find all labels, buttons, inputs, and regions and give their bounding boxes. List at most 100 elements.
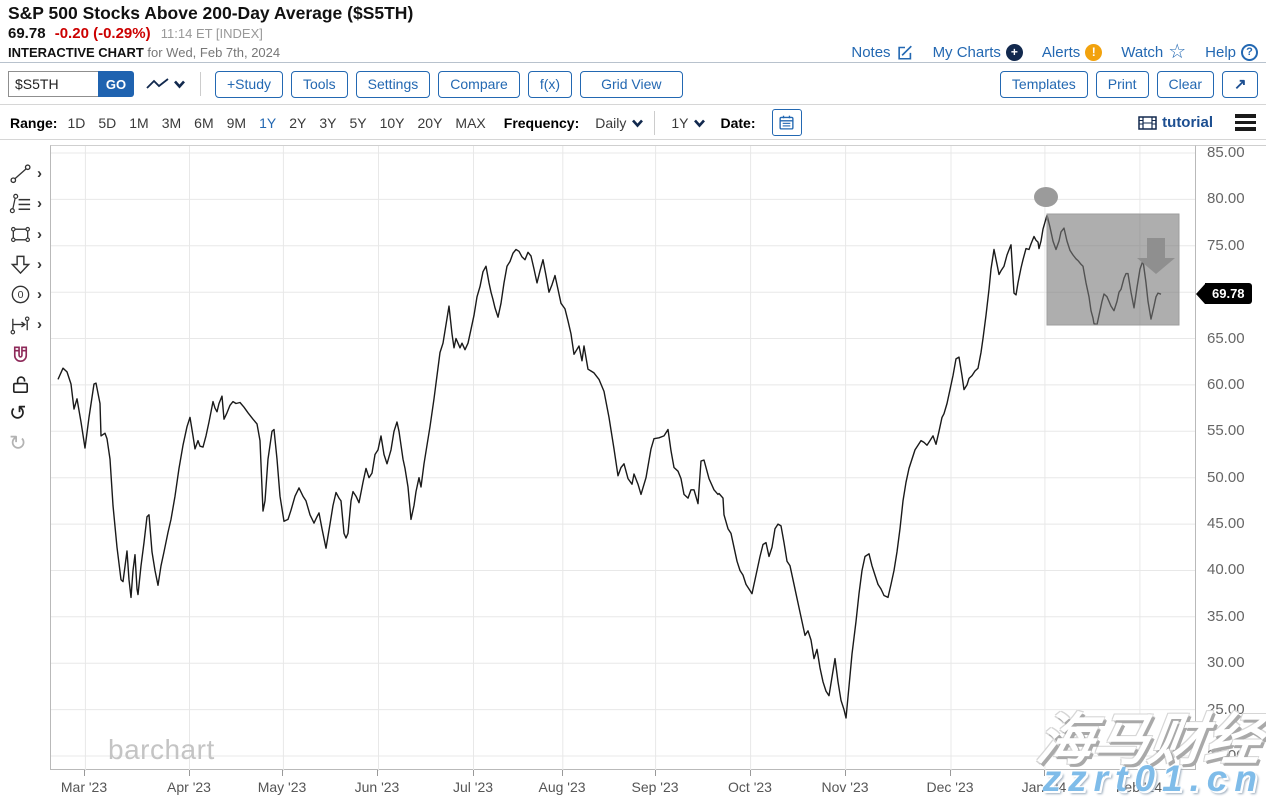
tools-button[interactable]: Tools: [290, 70, 348, 98]
x-axis-tick: [562, 770, 563, 776]
tutorial-link[interactable]: tutorial: [1138, 114, 1213, 131]
toolbar-buttons: +Study Tools Settings Compare f(x) Grid View: [215, 70, 683, 98]
frequency-dropdown[interactable]: Daily: [589, 115, 644, 131]
measure-tool[interactable]: ›: [9, 313, 42, 336]
range-option-9m[interactable]: 9M: [226, 114, 247, 131]
date-picker-button[interactable]: [771, 109, 802, 136]
popout-arrow-icon: ↗: [1234, 76, 1247, 93]
header-link-notes[interactable]: Notes: [851, 43, 913, 61]
x-axis-label: Mar '23: [60, 779, 108, 795]
x-axis-tick: [1044, 770, 1045, 776]
svg-text:0: 0: [18, 289, 24, 301]
film-icon: [1138, 115, 1157, 130]
arrow-tool[interactable]: ›: [9, 253, 42, 276]
annotation-tool[interactable]: 0 ›: [9, 283, 42, 306]
range-option-1y[interactable]: 1Y: [259, 114, 277, 131]
frequency-label: Frequency:: [503, 114, 580, 131]
plus-circle-icon: +: [1005, 43, 1023, 61]
settings-button[interactable]: Settings: [355, 70, 431, 98]
header-link-alerts[interactable]: Alerts!: [1042, 43, 1103, 61]
y-axis[interactable]: 85.0080.0075.0070.0065.0060.0055.0050.00…: [1195, 144, 1266, 770]
compare-button[interactable]: Compare: [438, 70, 520, 98]
y-axis-label: 35.00: [1207, 607, 1245, 625]
quote-line: 69.78 -0.20 (-0.29%) 11:14 ET [INDEX]: [8, 25, 263, 42]
chevron-down-icon: [632, 119, 644, 127]
header-link-help[interactable]: Help?: [1205, 43, 1258, 61]
menu-icon[interactable]: [1235, 114, 1256, 131]
fibonacci-tool-icon: [9, 192, 32, 215]
y-axis-label: 55.00: [1207, 422, 1245, 440]
templates-button[interactable]: Templates: [999, 70, 1088, 98]
symbol-input[interactable]: [8, 71, 98, 97]
line-chart-icon: [146, 78, 169, 89]
header-link-my-charts[interactable]: My Charts +: [933, 43, 1023, 61]
print-button[interactable]: Print: [1095, 70, 1149, 98]
last-price-tag: 69.78: [1196, 283, 1252, 305]
page-title: S&P 500 Stocks Above 200-Day Average ($S…: [8, 3, 414, 23]
fibonacci-tool[interactable]: ›: [9, 192, 42, 215]
help-icon: ?: [1241, 43, 1258, 61]
clear-button[interactable]: Clear: [1156, 70, 1214, 98]
range-option-1d[interactable]: 1D: [67, 114, 86, 131]
x-axis-label: Apr '23: [167, 779, 211, 795]
range-option-2y[interactable]: 2Y: [289, 114, 307, 131]
trendline-tool-icon: [9, 162, 32, 185]
annotation-down-arrow-icon[interactable]: [1137, 238, 1175, 274]
shape-tool[interactable]: ›: [9, 223, 42, 246]
submenu-chevron-icon: ›: [37, 256, 42, 273]
x-axis-label: Jun '23: [354, 779, 400, 795]
undo-tool[interactable]: ↺: [9, 403, 27, 425]
chevron-down-icon: [694, 119, 706, 127]
range-option-3m[interactable]: 3M: [161, 114, 182, 131]
price-line: [57, 214, 1162, 719]
grid-view-button[interactable]: Grid View: [580, 70, 683, 98]
y-axis-label: 20.00: [1207, 746, 1245, 764]
x-axis-tick: [845, 770, 846, 776]
-study-button[interactable]: +Study: [215, 70, 283, 98]
range-option-5d[interactable]: 5D: [98, 114, 117, 131]
period-dropdown[interactable]: 1Y: [665, 115, 706, 131]
annotation-circle-marker[interactable]: [1034, 187, 1058, 207]
range-option-5y[interactable]: 5Y: [349, 114, 367, 131]
trendline-tool[interactable]: ›: [9, 162, 42, 185]
x-axis-label: Jul '23: [452, 779, 494, 795]
magnet-tool[interactable]: [9, 343, 32, 366]
calendar-icon: [779, 115, 794, 130]
y-axis-label: 65.00: [1207, 329, 1245, 347]
barchart-watermark: barchart: [108, 734, 215, 765]
plot-area[interactable]: barchart: [50, 145, 1196, 771]
last-price: 69.78: [8, 25, 46, 42]
y-axis-label: 75.00: [1207, 236, 1245, 254]
range-option-10y[interactable]: 10Y: [379, 114, 405, 131]
submenu-chevron-icon: ›: [37, 165, 42, 182]
x-axis-tick: [750, 770, 751, 776]
range-option-1m[interactable]: 1M: [129, 114, 149, 131]
price-chart[interactable]: [51, 146, 1196, 771]
range-option-6m[interactable]: 6M: [194, 114, 214, 131]
measure-tool-icon: [9, 313, 32, 336]
x-axis[interactable]: Mar '23 Apr '23 May '23 Jun '23 Jul '23 Aug '…: [50, 770, 1195, 800]
alert-icon: !: [1085, 43, 1103, 61]
quote-timestamp: 11:14 ET [INDEX]: [160, 26, 263, 41]
range-option-max[interactable]: MAX: [455, 114, 486, 131]
unlock-tool[interactable]: [9, 373, 32, 396]
price-change: -0.20 (-0.29%): [54, 25, 151, 42]
header-link-watch[interactable]: Watch ☆: [1121, 41, 1187, 63]
popout-button[interactable]: ↗: [1222, 70, 1258, 98]
range-option-3y[interactable]: 3Y: [319, 114, 337, 131]
x-axis-tick: [189, 770, 190, 776]
chevron-down-icon: [174, 80, 185, 89]
url-watermark: zzrt01.cn: [1042, 758, 1264, 799]
redo-tool[interactable]: ↻: [9, 433, 27, 455]
chart-type-selector[interactable]: [146, 77, 186, 91]
annotation-tool-icon: 0: [9, 283, 32, 306]
range-option-20y[interactable]: 20Y: [417, 114, 443, 131]
f-x--button[interactable]: f(x): [527, 70, 573, 98]
magnet-tool-icon: [9, 343, 32, 366]
submenu-chevron-icon: ›: [37, 286, 42, 303]
range-options: 1D 5D 1M 3M 6M 9M 1Y 2Y 3Y 5Y 10Y 20Y MAX: [67, 115, 485, 131]
go-button[interactable]: GO: [98, 71, 134, 97]
arrow-tool-icon: [9, 253, 32, 276]
